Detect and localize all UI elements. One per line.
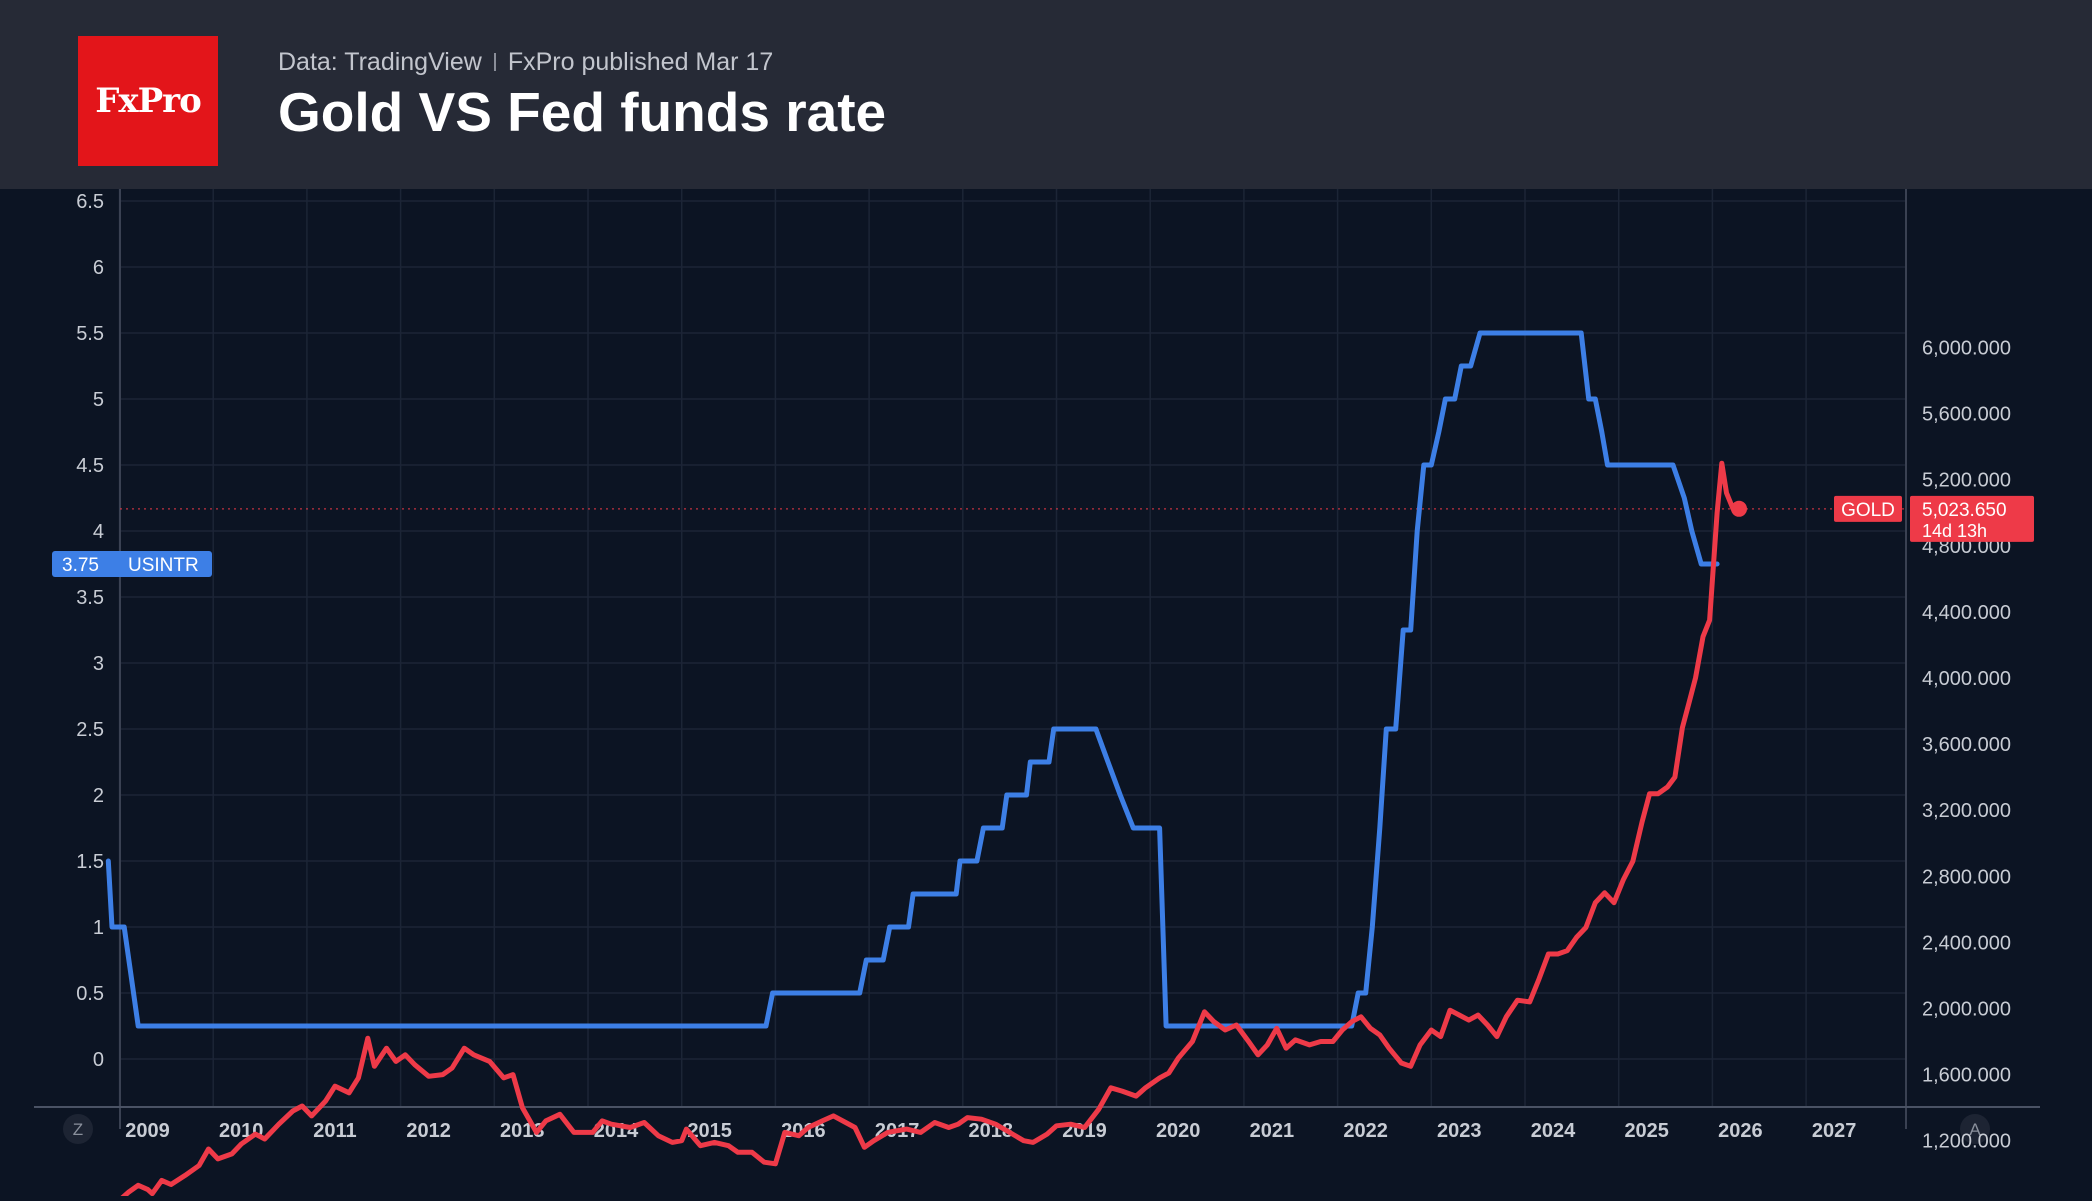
left-tick-label: 3 bbox=[93, 653, 104, 675]
left-tick-label: 5.5 bbox=[76, 323, 104, 345]
gold-tag-value: 5,023.650 bbox=[1922, 500, 2007, 521]
x-tick-label: 2025 bbox=[1624, 1120, 1669, 1142]
separator bbox=[493, 53, 496, 71]
corner-z-circle bbox=[63, 1114, 93, 1144]
published-date: FxPro published Mar 17 bbox=[507, 48, 774, 76]
left-tick-label: 0.5 bbox=[76, 983, 104, 1005]
corner-a-label: A bbox=[1969, 1120, 1981, 1139]
left-tick-label: 0 bbox=[93, 1049, 104, 1071]
fxpro-logo: FxPro bbox=[78, 36, 218, 166]
x-tick-label: 2021 bbox=[1250, 1120, 1295, 1142]
logo-text: FxPro bbox=[95, 81, 202, 121]
right-tick-label: 2,400.000 bbox=[1922, 932, 2011, 954]
gold-name-tag bbox=[1834, 495, 1902, 522]
right-tick-label: 3,600.000 bbox=[1922, 734, 2011, 756]
corner-a-circle bbox=[1960, 1114, 1990, 1144]
right-axis-ticks: 6,000.0005,600.0005,200.0004,800.0004,40… bbox=[1922, 338, 2011, 1201]
right-tick-label: 4,000.000 bbox=[1922, 668, 2011, 690]
left-axis-ticks: 6.5 6 5.5 5 4.5 4 3.5 3 2.5 2 1.5 1 0.5 0 bbox=[76, 191, 104, 1071]
left-tick-label: 1 bbox=[93, 917, 104, 939]
left-tick-label: 2 bbox=[93, 785, 104, 807]
left-tick-label: 1.5 bbox=[76, 851, 104, 873]
x-tick-label: 2023 bbox=[1437, 1120, 1482, 1142]
left-tick-label: 6.5 bbox=[76, 191, 104, 213]
chart-subtitle: Data: TradingView FxPro published Mar 17 bbox=[278, 48, 773, 77]
left-tick-label: 6 bbox=[93, 257, 104, 279]
usintr-tag-value: 3.75 bbox=[62, 555, 99, 576]
x-tick-label: 2020 bbox=[1156, 1120, 1201, 1142]
usintr-tag-name: USINTR bbox=[128, 555, 199, 576]
x-tick-label: 2015 bbox=[687, 1120, 732, 1142]
chart-header: FxPro Data: TradingView FxPro published M… bbox=[0, 0, 2092, 189]
right-tick-label: 1,200.000 bbox=[1922, 1131, 2011, 1153]
left-tick-label: 4 bbox=[93, 521, 104, 543]
left-tick-label: 3.5 bbox=[76, 587, 104, 609]
gold-tag-name: GOLD bbox=[1841, 500, 1895, 521]
right-tick-label: 2,000.000 bbox=[1922, 999, 2011, 1021]
x-tick-label: 2026 bbox=[1718, 1120, 1763, 1142]
gold-tag-countdown: 14d 13h bbox=[1922, 521, 1987, 541]
x-tick-label: 2027 bbox=[1812, 1120, 1857, 1142]
data-source: Data: TradingView bbox=[278, 48, 482, 76]
right-tick-label: 2,800.000 bbox=[1922, 866, 2011, 888]
usintr-tag bbox=[52, 551, 212, 577]
right-tick-label: 3,200.000 bbox=[1922, 800, 2011, 822]
x-tick-label: 2012 bbox=[406, 1120, 451, 1142]
x-tick-label: 2009 bbox=[125, 1120, 170, 1142]
left-tick-label: 5 bbox=[93, 389, 104, 411]
x-tick-label: 2024 bbox=[1531, 1120, 1576, 1142]
x-tick-label: 2011 bbox=[313, 1120, 356, 1142]
gold-last-point bbox=[1731, 500, 1748, 517]
series-lines bbox=[105, 330, 1748, 1201]
usintr-line bbox=[105, 330, 1720, 1029]
x-tick-label: 2010 bbox=[219, 1120, 264, 1142]
right-tick-label: 4,400.000 bbox=[1922, 602, 2011, 624]
chart-title: Gold VS Fed funds rate bbox=[278, 81, 887, 143]
right-tick-label: 5,600.000 bbox=[1922, 404, 2011, 426]
right-tick-label: 5,200.000 bbox=[1922, 470, 2011, 492]
corner-z-label: Z bbox=[73, 1120, 83, 1139]
gold-line bbox=[115, 460, 1736, 1201]
x-tick-label: 2022 bbox=[1343, 1120, 1388, 1142]
right-tick-label: 1,600.000 bbox=[1922, 1065, 2011, 1087]
left-tick-label: 2.5 bbox=[76, 719, 104, 741]
grid-lines bbox=[118, 189, 1906, 1107]
gold-value-tag bbox=[1910, 495, 2034, 542]
left-tick-label: 4.5 bbox=[76, 455, 104, 477]
right-tick-label: 6,000.000 bbox=[1922, 338, 2011, 360]
